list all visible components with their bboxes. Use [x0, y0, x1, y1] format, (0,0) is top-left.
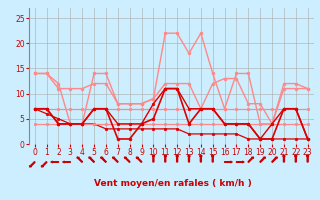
Text: Vent moyen/en rafales ( km/h ): Vent moyen/en rafales ( km/h ) — [94, 179, 252, 188]
